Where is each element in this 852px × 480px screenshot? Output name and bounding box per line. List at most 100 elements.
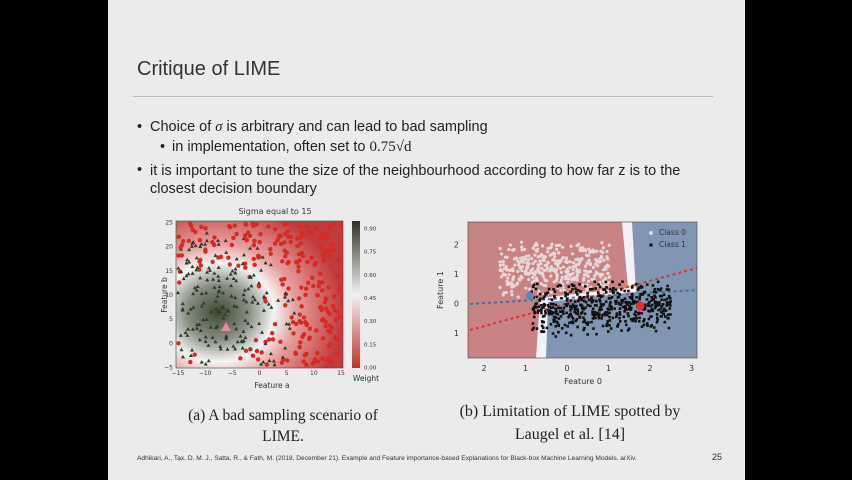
sample [542,283,546,287]
sample [516,295,520,299]
sample [581,306,584,310]
sample [553,319,556,322]
x-tick-label: 2 [647,364,652,373]
sample [587,321,590,324]
sample [574,319,578,323]
sample [634,319,637,323]
sample [623,310,626,313]
sample [606,257,610,261]
sample [549,245,553,249]
sample [195,322,200,327]
sample [203,226,208,231]
sample [317,280,322,285]
colorbar-tick-label: 0.75 [364,250,377,256]
sample [611,291,615,295]
sample [620,301,624,304]
sample [667,302,671,306]
sample [555,273,559,278]
sample [643,307,647,310]
sample [201,301,206,305]
sample [600,314,604,317]
sample [278,339,283,345]
sample [563,323,567,327]
sample [327,253,332,258]
sample [650,315,653,318]
sub-bullet-dot: • [160,139,166,155]
sample [320,356,325,361]
sample [240,261,245,266]
sample [559,288,563,292]
sample [266,337,272,342]
sample [540,244,545,248]
sample [566,272,571,277]
sample [333,335,338,340]
sample [195,284,200,289]
sample [542,296,545,300]
sample [316,236,322,241]
sample [593,280,597,284]
sample [634,314,638,317]
sample [263,341,268,346]
sample [185,333,190,337]
x-tick-label: −5 [228,370,237,377]
sample [571,320,574,323]
sample [555,262,559,266]
sample [217,284,222,289]
sample [336,258,341,264]
sample [571,267,575,272]
sample [565,299,569,302]
sample [248,246,253,250]
sample [335,351,340,357]
sample [648,310,652,313]
sample [581,283,585,287]
sample [598,308,601,312]
sample [649,305,653,308]
sample [660,315,663,318]
sample [303,292,308,298]
sample [551,258,556,262]
sample [583,312,587,316]
caption: (b) Limitation of LIME spotted by Laugel… [420,400,720,446]
sample [538,292,542,296]
sample [667,294,671,298]
sample [597,312,601,315]
sample [233,295,238,300]
sample [311,360,316,365]
sample [590,296,593,300]
sample [305,259,310,265]
sample [568,265,572,270]
sample [266,224,271,229]
sample [621,280,624,283]
sample [557,330,560,334]
x-tick-label: 1 [523,364,528,373]
sample [598,300,602,303]
sample [591,248,595,252]
sample [605,310,609,314]
sample [560,296,563,300]
sample [658,294,662,298]
instance [221,322,231,331]
sample [540,330,543,334]
sample [624,320,627,323]
sample [261,360,266,364]
sample [568,313,571,317]
sample [665,304,669,307]
sample [615,313,619,317]
sample [653,288,657,291]
sample [572,305,576,308]
sample [607,297,611,300]
sample [549,290,554,294]
sample [550,298,554,302]
sample [588,250,592,254]
sample [286,259,291,265]
sample [304,362,309,367]
sample [581,278,586,282]
sample [294,236,300,241]
sample [267,358,272,363]
sample [593,304,597,307]
bullet-text: is arbitrary and can lead to bad samplin… [226,119,488,135]
sample [652,298,655,301]
sample [215,238,220,242]
sample [250,353,256,358]
